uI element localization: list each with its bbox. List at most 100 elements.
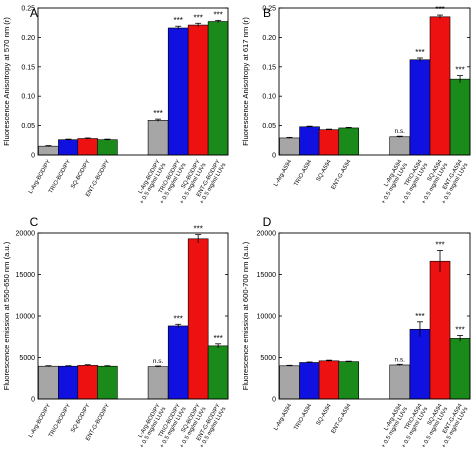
bar bbox=[207, 345, 229, 400]
category-label: L-Arg-A594 bbox=[273, 402, 293, 431]
y-tick-label: 15000 bbox=[16, 272, 36, 279]
bar bbox=[409, 59, 431, 156]
bar bbox=[389, 136, 411, 156]
significance-label: *** bbox=[415, 312, 424, 321]
y-tick-label: 0.10 bbox=[21, 94, 35, 101]
y-tick-label: 0 bbox=[272, 153, 276, 160]
y-tick-label: 0 bbox=[31, 397, 35, 404]
category-label-line: SQ-A594 bbox=[316, 158, 334, 182]
bar bbox=[147, 120, 169, 156]
significance-label: n.s. bbox=[153, 358, 164, 365]
category-label-line: SQ-A594 bbox=[316, 402, 334, 426]
panel-letter: A bbox=[30, 6, 38, 20]
category-label-line: SQ-BODIPY bbox=[70, 159, 91, 190]
significance-label: *** bbox=[193, 13, 202, 22]
category-label-line: TRIO-BODIPY bbox=[48, 403, 72, 439]
bar bbox=[429, 16, 451, 156]
bar bbox=[77, 365, 99, 400]
y-tick-label: 0.25 bbox=[21, 6, 35, 13]
bar bbox=[409, 328, 431, 400]
significance-label: *** bbox=[174, 314, 183, 323]
category-label-line: ENT-G-A594 bbox=[331, 158, 353, 190]
category-label: TRIO-BODIPY bbox=[48, 159, 72, 195]
y-tick-label: 0.15 bbox=[262, 64, 276, 71]
bar bbox=[58, 365, 79, 400]
category-label: TRIO-BODIPY bbox=[48, 403, 72, 439]
bar bbox=[279, 137, 300, 156]
y-tick-label: 0.20 bbox=[262, 35, 276, 42]
significance-label: n.s. bbox=[394, 128, 405, 135]
bar bbox=[97, 365, 118, 400]
plot-frame bbox=[278, 232, 471, 400]
category-label: ENT-G-A594 bbox=[331, 402, 353, 434]
bar bbox=[429, 260, 451, 400]
significance-label: *** bbox=[193, 225, 202, 234]
category-label-line: L-Arg-A594 bbox=[273, 158, 293, 187]
significance-label: *** bbox=[153, 109, 162, 118]
bar bbox=[318, 360, 340, 400]
y-tick-label: 10000 bbox=[257, 314, 277, 321]
y-tick-label: 5000 bbox=[19, 355, 35, 362]
bar bbox=[299, 126, 320, 156]
y-tick-label: 20000 bbox=[16, 231, 36, 238]
category-label: SQ-BODIPY bbox=[70, 159, 91, 190]
y-tick-label: 0.05 bbox=[21, 123, 35, 130]
panel-letter: C bbox=[30, 215, 39, 229]
y-tick-label: 0.10 bbox=[262, 94, 276, 101]
plot-frame bbox=[278, 7, 471, 156]
plot-frame bbox=[37, 7, 229, 156]
y-tick-label: 0.05 bbox=[262, 123, 276, 130]
bar bbox=[338, 361, 360, 400]
y-tick-label: 15000 bbox=[257, 272, 277, 279]
significance-label: *** bbox=[213, 10, 222, 19]
significance-label: *** bbox=[455, 66, 464, 75]
y-tick-label: 0.15 bbox=[21, 64, 35, 71]
y-tick-label: 0 bbox=[31, 153, 35, 160]
y-axis-label: Fluorescence emission at 550-650 nm (a.u… bbox=[2, 241, 11, 390]
bar bbox=[38, 145, 59, 156]
significance-label: *** bbox=[415, 48, 424, 57]
y-tick-label: 0 bbox=[272, 397, 276, 404]
y-tick-label: 5000 bbox=[260, 355, 276, 362]
category-label-line: ENT-G-A594 bbox=[331, 402, 353, 434]
category-label-line: SQ-BODIPY bbox=[70, 403, 91, 434]
category-label-line: L-Arg-A594 bbox=[273, 402, 293, 431]
plot-frame bbox=[37, 232, 229, 400]
y-axis-label: Fluorescence Anisotropy at 570 nm (r) bbox=[2, 17, 11, 146]
bar bbox=[187, 24, 209, 156]
category-label: ENT-G-A594 bbox=[331, 158, 353, 190]
bar bbox=[207, 21, 229, 156]
bar bbox=[147, 366, 169, 400]
panel-letter: B bbox=[263, 6, 271, 20]
bar bbox=[187, 238, 209, 400]
significance-label: *** bbox=[435, 5, 444, 14]
bar bbox=[58, 139, 79, 156]
significance-label: *** bbox=[435, 240, 444, 249]
category-label: TRIO-A594 bbox=[293, 402, 313, 431]
category-label: SQ-A594 bbox=[316, 402, 334, 426]
category-label: SQ-A594 bbox=[316, 158, 334, 182]
bar bbox=[299, 362, 320, 400]
category-label: SQ-BODIPY bbox=[70, 403, 91, 434]
y-tick-label: 0.20 bbox=[21, 35, 35, 42]
category-label-line: TRIO-A594 bbox=[293, 158, 313, 187]
bar bbox=[449, 338, 471, 400]
category-label: TRIO-A594 bbox=[293, 158, 313, 187]
bar bbox=[318, 129, 340, 156]
bar bbox=[338, 127, 360, 156]
y-axis-label: Fluorescence emission at 600-700 nm (a.u… bbox=[241, 241, 250, 390]
bar bbox=[38, 365, 59, 400]
bar bbox=[279, 365, 300, 400]
panel-letter: D bbox=[263, 215, 272, 229]
y-tick-label: 10000 bbox=[16, 314, 36, 321]
category-label-line: TRIO-A594 bbox=[293, 402, 313, 431]
bar bbox=[77, 138, 99, 156]
bar bbox=[167, 325, 189, 400]
significance-label: n.s. bbox=[394, 356, 405, 363]
significance-label: *** bbox=[455, 326, 464, 335]
bar bbox=[167, 27, 189, 156]
y-tick-label: 20000 bbox=[257, 231, 277, 238]
y-axis-label: Fluorescence Anisotropy at 617 nm (r) bbox=[241, 17, 250, 146]
y-tick-label: 0.25 bbox=[262, 6, 276, 13]
